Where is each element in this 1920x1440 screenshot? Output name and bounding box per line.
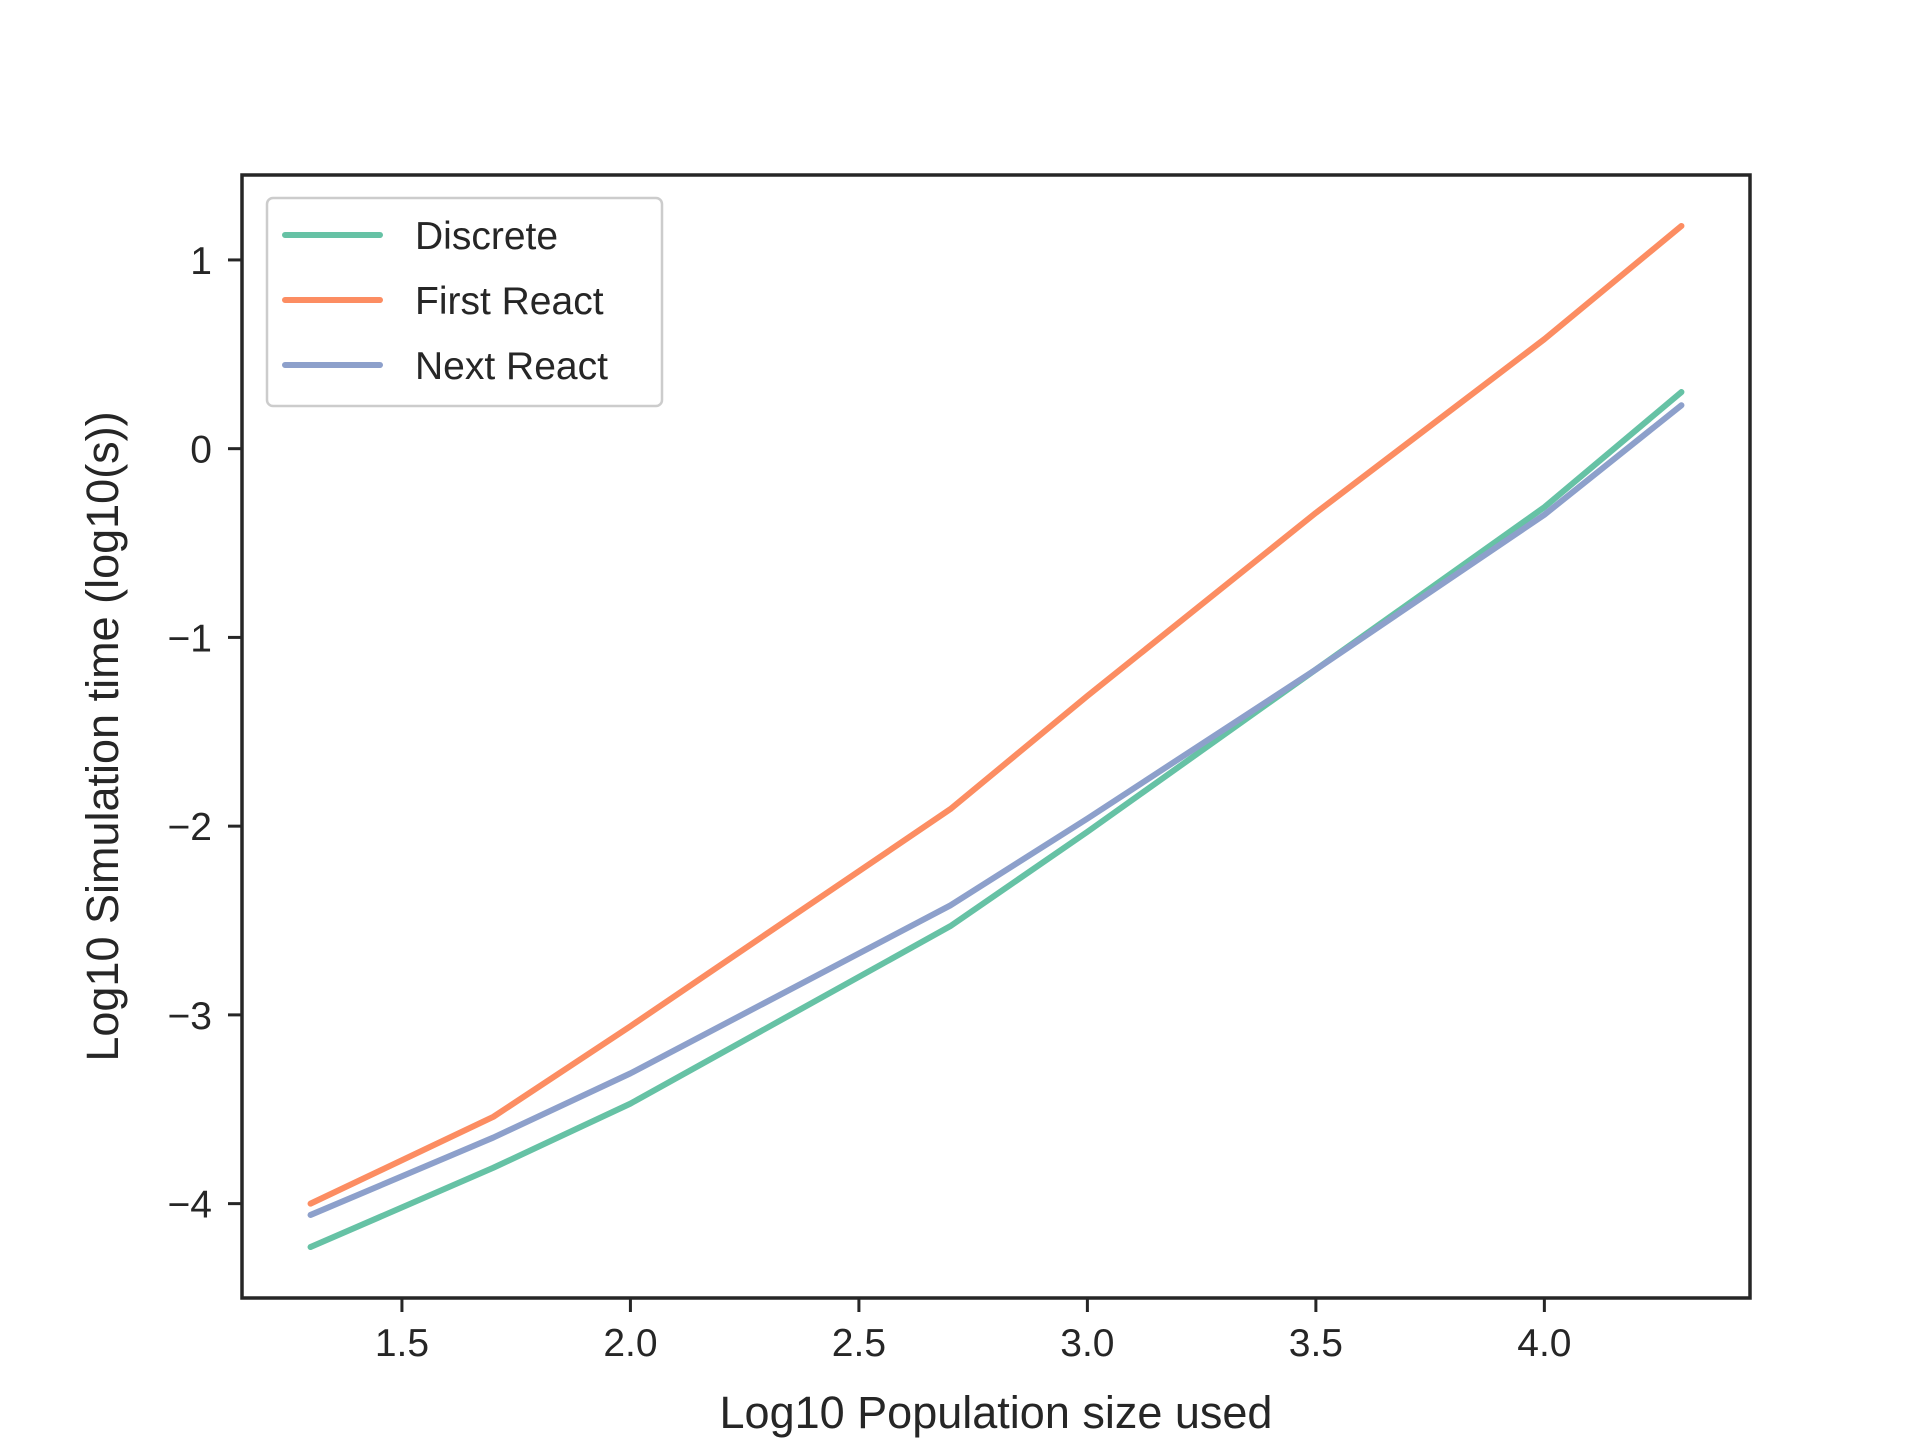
y-tick-label: 1 (190, 240, 212, 283)
y-tick-label: −4 (168, 1184, 212, 1227)
legend: Discrete First React Next React (265, 196, 664, 408)
series-line-first-react (307, 222, 1685, 1207)
x-tick-label: 2.5 (832, 1322, 886, 1365)
y-tick-label: 0 (190, 429, 212, 472)
x-axis: 1.5 2.0 2.5 3.0 3.5 4.0 (375, 1298, 1571, 1365)
x-tick-label: 3.0 (1060, 1322, 1114, 1365)
x-tick-label: 4.0 (1517, 1322, 1571, 1365)
y-tick-label: −3 (168, 995, 212, 1038)
series-layer (307, 222, 1685, 1251)
x-tick-label: 1.5 (375, 1322, 429, 1365)
legend-label: Next React (415, 345, 608, 388)
x-tick-label: 3.5 (1289, 1322, 1343, 1365)
legend-box (265, 196, 664, 408)
plot-frame (240, 173, 1752, 1300)
series-line-next-react (307, 402, 1685, 1218)
x-axis-title: Log10 Population size used (720, 1387, 1273, 1438)
y-axis: −4 −3 −2 −1 0 1 (168, 240, 242, 1227)
legend-label: Discrete (415, 215, 558, 258)
series-line-discrete (307, 389, 1685, 1251)
legend-label: First React (415, 280, 604, 323)
y-tick-label: −1 (168, 617, 212, 660)
y-axis-title: Log10 Simulation time (log10(s)) (77, 411, 128, 1061)
x-tick-label: 2.0 (603, 1322, 657, 1365)
y-tick-label: −2 (168, 806, 212, 849)
